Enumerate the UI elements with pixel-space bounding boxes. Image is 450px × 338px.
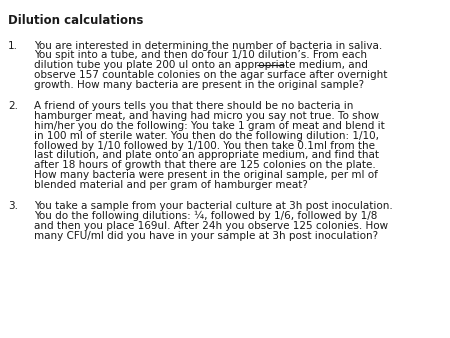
Text: You spit into a tube, and then do four 1/10 dilution’s. From each: You spit into a tube, and then do four 1… — [34, 50, 367, 61]
Text: many CFU/ml did you have in your sample at 3h post inoculation?: many CFU/ml did you have in your sample … — [34, 231, 378, 241]
Text: observe 157 countable colonies on the agar surface after overnight: observe 157 countable colonies on the ag… — [34, 70, 387, 80]
Text: hamburger meat, and having had micro you say not true. To show: hamburger meat, and having had micro you… — [34, 111, 379, 121]
Text: 3.: 3. — [8, 201, 18, 212]
Text: and then you place 169ul. After 24h you observe 125 colonies. How: and then you place 169ul. After 24h you … — [34, 221, 388, 231]
Text: You do the following dilutions: ¼, followed by 1/6, followed by 1/8: You do the following dilutions: ¼, follo… — [34, 211, 377, 221]
Text: after 18 hours of growth that there are 125 colonies on the plate.: after 18 hours of growth that there are … — [34, 160, 375, 170]
Text: in 100 ml of sterile water. You then do the following dilution: 1/10,: in 100 ml of sterile water. You then do … — [34, 131, 379, 141]
Text: Dilution calculations: Dilution calculations — [8, 14, 144, 26]
Text: him/her you do the following: You take 1 gram of meat and blend it: him/her you do the following: You take 1… — [34, 121, 384, 131]
Text: growth. How many bacteria are present in the original sample?: growth. How many bacteria are present in… — [34, 80, 364, 90]
Text: You take a sample from your bacterial culture at 3h post inoculation.: You take a sample from your bacterial cu… — [34, 201, 392, 212]
Text: You are interested in determining the number of bacteria in saliva.: You are interested in determining the nu… — [34, 41, 382, 51]
Text: 2.: 2. — [8, 101, 18, 112]
Text: 1.: 1. — [8, 41, 18, 51]
Text: last dilution, and plate onto an appropriate medium, and find that: last dilution, and plate onto an appropr… — [34, 150, 379, 161]
Text: How many bacteria were present in the original sample, per ml of: How many bacteria were present in the or… — [34, 170, 378, 180]
Text: A friend of yours tells you that there should be no bacteria in: A friend of yours tells you that there s… — [34, 101, 353, 112]
Text: dilution tube you plate 200 ul onto an appropriate medium, and: dilution tube you plate 200 ul onto an a… — [34, 60, 368, 70]
Text: blended material and per gram of hamburger meat?: blended material and per gram of hamburg… — [34, 180, 308, 190]
Text: followed by 1/10 followed by 1/100. You then take 0.1ml from the: followed by 1/10 followed by 1/100. You … — [34, 141, 375, 151]
